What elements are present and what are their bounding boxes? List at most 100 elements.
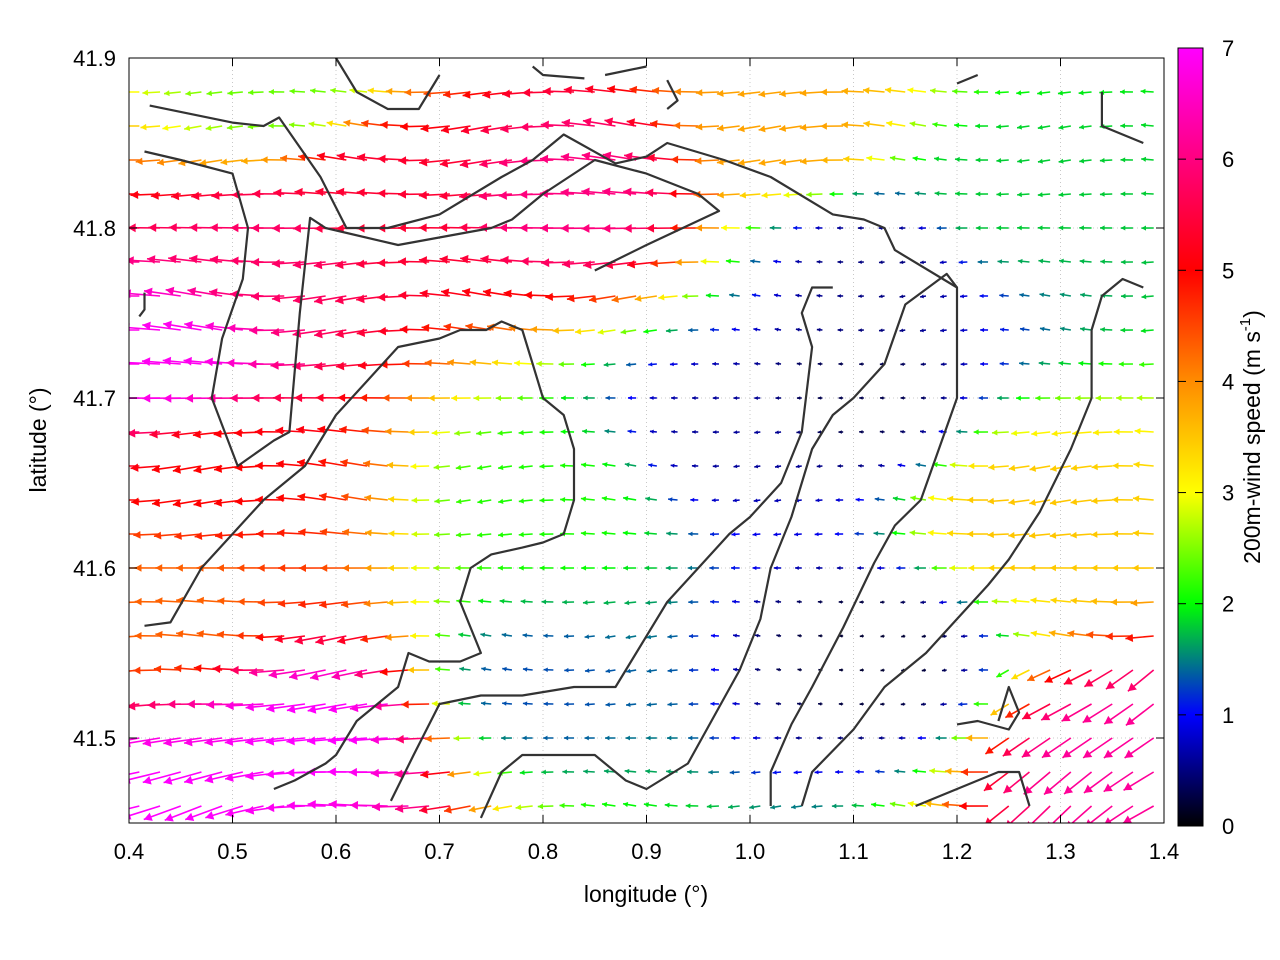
wind-arrow <box>935 735 947 741</box>
wind-arrow <box>1011 430 1030 437</box>
wind-arrow <box>731 532 740 537</box>
plot-background <box>129 58 1164 823</box>
wind-arrow <box>276 494 306 503</box>
wind-arrow <box>183 771 223 785</box>
wind-arrow <box>411 497 430 504</box>
wind-arrow <box>875 769 885 774</box>
wind-arrow <box>837 464 844 468</box>
wind-arrow <box>288 669 326 681</box>
wind-arrow <box>956 429 968 435</box>
wind-arrow <box>629 85 657 94</box>
wind-arrow <box>795 327 802 332</box>
wind-arrow <box>858 328 864 333</box>
wind-arrow <box>1079 191 1092 198</box>
wind-arrow <box>274 634 306 644</box>
wind-arrow <box>129 289 161 299</box>
wind-arrow <box>257 598 285 607</box>
wind-arrow <box>1122 805 1155 823</box>
wind-arrow <box>880 668 885 672</box>
wind-arrow <box>947 495 968 503</box>
contour-line <box>479 272 958 819</box>
wind-arrow <box>927 529 947 537</box>
wind-arrow <box>1021 737 1051 758</box>
colorbar <box>1177 47 1204 827</box>
wind-arrow <box>1130 599 1154 607</box>
wind-arrow <box>453 735 471 742</box>
wind-arrow <box>442 90 471 99</box>
wind-arrow <box>433 464 450 471</box>
wind-arrow <box>745 225 761 231</box>
wind-arrow <box>1127 669 1155 692</box>
wind-arrow <box>1016 124 1030 130</box>
wind-arrow <box>941 668 947 672</box>
wind-arrow <box>709 565 719 571</box>
wind-arrow <box>733 396 740 400</box>
wind-arrow <box>919 429 927 434</box>
wind-arrow <box>1079 124 1092 130</box>
wind-arrow <box>1041 737 1072 759</box>
wind-arrow <box>130 463 161 472</box>
wind-arrow <box>410 463 430 470</box>
wind-arrow <box>440 288 471 297</box>
wind-arrow <box>1141 294 1154 300</box>
wind-arrow <box>492 805 513 812</box>
wind-arrow <box>566 294 595 303</box>
wind-arrow <box>773 293 782 298</box>
wind-arrow <box>206 700 243 710</box>
wind-arrow <box>774 736 782 740</box>
wind-arrow <box>1091 531 1113 538</box>
wind-arrow <box>519 769 533 776</box>
colorbar-tick-label: 2 <box>1222 592 1234 617</box>
wind-arrow <box>940 328 947 333</box>
wind-arrow <box>518 531 533 538</box>
wind-arrow <box>878 294 885 299</box>
wind-arrow <box>643 802 657 808</box>
wind-arrow <box>539 497 554 504</box>
wind-arrow <box>646 634 657 640</box>
wind-arrow <box>1103 703 1134 725</box>
wind-arrow <box>793 225 802 231</box>
wind-arrow <box>795 565 802 570</box>
wind-arrow <box>1026 669 1051 682</box>
wind-arrow <box>995 89 1009 96</box>
colorbar-tick-label: 5 <box>1222 258 1234 283</box>
y-tick-label: 41.9 <box>73 46 116 71</box>
wind-arrow <box>585 85 616 94</box>
wind-arrow <box>286 801 326 810</box>
wind-arrow <box>984 737 1010 755</box>
wind-arrow <box>899 260 906 265</box>
wind-arrow <box>1111 564 1133 572</box>
wind-arrow <box>163 320 202 331</box>
wind-arrow <box>410 564 430 572</box>
wind-arrow <box>667 634 678 639</box>
wind-arrow <box>255 633 285 642</box>
contour-line <box>531 65 585 80</box>
wind-arrow <box>268 669 306 679</box>
wind-arrow <box>1038 258 1051 264</box>
wind-arrow <box>838 702 844 706</box>
wind-arrow <box>806 191 823 198</box>
wind-arrow <box>249 667 285 677</box>
wind-arrow <box>559 802 575 809</box>
wind-arrow <box>522 701 533 706</box>
wind-arrow <box>1099 157 1113 163</box>
wind-arrow <box>695 89 719 97</box>
wind-arrow <box>603 600 616 606</box>
wind-arrow <box>174 532 202 540</box>
wind-arrow <box>1037 158 1051 164</box>
wind-arrow <box>176 630 202 638</box>
wind-arrow <box>1058 192 1071 198</box>
colorbar-tick-label: 1 <box>1222 703 1234 728</box>
wind-arrow <box>584 735 595 741</box>
wind-arrow <box>1067 630 1092 638</box>
wind-arrow <box>731 565 740 571</box>
wind-arrow <box>140 123 161 131</box>
wind-arrow <box>1000 327 1009 332</box>
wind-arrow <box>583 395 595 401</box>
wind-arrow <box>773 565 782 571</box>
wind-arrow <box>973 429 989 435</box>
colorbar-title-main: 200m-wind speed (m s <box>1239 331 1265 564</box>
wind-arrow <box>737 90 761 98</box>
wind-arrow <box>732 701 740 706</box>
wind-arrow <box>965 734 989 742</box>
